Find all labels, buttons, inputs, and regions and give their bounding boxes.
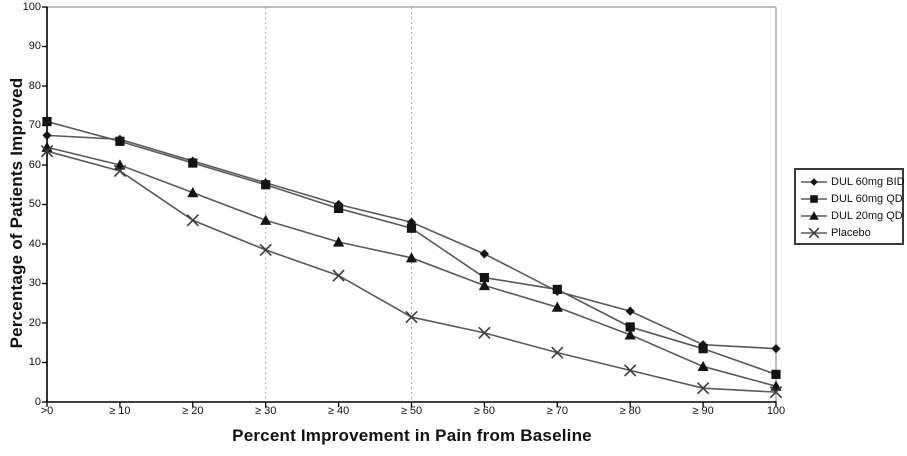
diamond-icon	[801, 177, 827, 186]
y-tick-label-20: 20	[28, 316, 41, 329]
legend: DUL 60mg BID DUL 60mg QD DUL 20mg QD Placeb…	[794, 168, 905, 245]
data-point-placebo-5	[405, 310, 418, 324]
legend-label: DUL 60mg QD	[831, 192, 903, 205]
data-point-placebo-7	[551, 346, 564, 359]
data-point-dul-60mg-qd-5	[406, 223, 417, 233]
data-point-dul-20mg-qd-3	[260, 214, 272, 225]
y-tick-label-80: 80	[28, 79, 41, 92]
data-point-dul-60mg-qd-3	[261, 180, 271, 190]
data-point-dul-60mg-qd-0	[42, 116, 52, 127]
data-point-placebo-0	[40, 145, 54, 158]
data-point-placebo-8	[624, 364, 637, 377]
data-point-placebo-2	[186, 214, 199, 227]
square-icon	[801, 194, 827, 203]
legend-item-dul-60mg-qd: DUL 60mg QD	[800, 190, 903, 207]
data-point-dul-60mg-bid-10	[771, 344, 781, 354]
data-point-placebo-6	[478, 326, 491, 340]
y-tick-label-10: 10	[28, 356, 41, 368]
y-tick-label-40: 40	[28, 237, 41, 250]
legend-item-placebo: Placebo	[800, 224, 898, 241]
data-point-dul-60mg-qd-4	[334, 203, 344, 214]
data-point-dul-20mg-qd-5	[405, 252, 418, 263]
data-point-dul-60mg-qd-9	[698, 344, 708, 354]
data-point-dul-60mg-qd-7	[552, 284, 562, 295]
x-tick-label--40: ≥ 40	[327, 405, 350, 417]
data-point-dul-20mg-qd-9	[697, 360, 709, 372]
data-point-dul-60mg-qd-1	[115, 136, 125, 146]
data-point-dul-60mg-qd-8	[625, 322, 635, 332]
x-tick-label--10: ≥ 10	[109, 405, 131, 417]
y-tick-label-30: 30	[28, 277, 41, 289]
data-point-dul-60mg-qd-2	[188, 158, 198, 168]
y-tick-label-0: 0	[34, 395, 41, 408]
x-axis-title: Percent Improvement in Pain from Baselin…	[232, 426, 592, 445]
data-point-dul-20mg-qd-8	[624, 329, 636, 340]
data-point-placebo-10	[769, 385, 783, 399]
data-point-dul-20mg-qd-7	[551, 301, 563, 312]
legend-marker-diamond	[810, 177, 818, 186]
legend-marker-x	[808, 227, 820, 238]
legend-label: DUL 60mg BID	[831, 175, 905, 188]
x-icon	[801, 227, 827, 238]
data-point-dul-60mg-bid-6	[479, 249, 489, 259]
data-point-placebo-4	[332, 269, 345, 282]
x-tick-label--50: ≥ 50	[400, 405, 423, 417]
triangle-icon	[801, 210, 827, 220]
x-tick-label--80: ≥ 80	[619, 405, 641, 417]
data-point-dul-20mg-qd-4	[333, 236, 345, 247]
data-point-dul-60mg-qd-6	[479, 272, 489, 283]
legend-marker-triangle	[809, 210, 819, 220]
x-tick-label--0: >0	[40, 405, 54, 417]
y-tick-label-100: 100	[22, 0, 41, 13]
y-tick-label-50: 50	[28, 198, 41, 210]
data-point-dul-60mg-bid-8	[625, 306, 635, 316]
x-tick-label-100: 100	[766, 405, 786, 417]
y-tick-label-70: 70	[28, 119, 41, 131]
y-tick-label-60: 60	[28, 158, 41, 171]
x-tick-label--60: ≥ 60	[473, 405, 496, 417]
legend-item-dul-60mg-bid: DUL 60mg BID	[800, 173, 905, 190]
y-tick-label-90: 90	[28, 40, 41, 52]
x-tick-label--30: ≥ 30	[255, 405, 277, 417]
data-point-placebo-3	[259, 243, 272, 257]
x-tick-label--70: ≥ 70	[546, 405, 568, 417]
data-point-dul-20mg-qd-2	[187, 187, 199, 198]
data-point-dul-60mg-bid-0	[42, 130, 52, 140]
x-tick-label--20: ≥ 20	[182, 405, 204, 417]
legend-marker-square	[810, 194, 818, 203]
legend-label: DUL 20mg QD	[831, 209, 903, 222]
data-point-dul-20mg-qd-6	[478, 279, 490, 291]
x-tick-label--90: ≥ 90	[692, 405, 714, 417]
legend-label: Placebo	[831, 226, 871, 239]
legend-item-dul-20mg-qd: DUL 20mg QD	[800, 207, 903, 224]
data-point-placebo-1	[113, 164, 127, 178]
data-point-dul-60mg-qd-10	[771, 369, 781, 379]
data-point-placebo-9	[696, 382, 710, 395]
